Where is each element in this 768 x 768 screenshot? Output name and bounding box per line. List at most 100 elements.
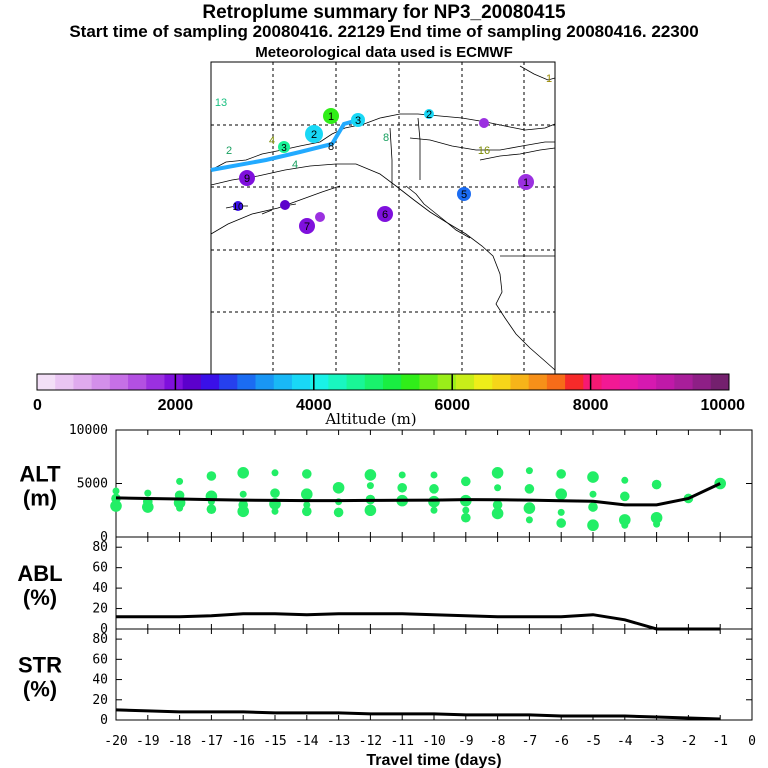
alt-point: [239, 490, 247, 498]
x-tick-label: -10: [422, 734, 445, 749]
cluster-label: 2: [311, 129, 317, 141]
x-tick-label: -11: [390, 734, 413, 749]
alt-point: [112, 487, 120, 495]
panel-label: STR: [18, 653, 62, 678]
cluster-marker: [518, 174, 534, 190]
y-tick-label: 0: [100, 530, 108, 545]
alt-point: [523, 502, 536, 514]
panel-frame: [115, 628, 753, 721]
panel-unit: (%): [23, 585, 57, 610]
panel-unit: (m): [23, 486, 57, 511]
cluster-marker: [479, 118, 489, 128]
cluster-label: 5: [461, 189, 467, 201]
cluster-label: 2: [226, 145, 232, 157]
cluster-marker: [239, 170, 255, 186]
cluster-label: 13: [215, 97, 227, 109]
trajectory-path: [210, 118, 359, 172]
alt-point: [555, 488, 567, 501]
cluster-label: 4: [292, 159, 298, 171]
alt-point: [333, 507, 344, 518]
alt-point: [397, 482, 408, 493]
panel-label: ABL: [17, 561, 62, 586]
x-tick-label: -5: [585, 734, 601, 749]
cluster-label: 9: [244, 173, 250, 185]
x-tick-label: -9: [458, 734, 474, 749]
x-tick-label: -3: [649, 734, 665, 749]
alt-point: [620, 491, 630, 502]
x-axis-label: Travel time (days): [366, 752, 501, 768]
alt-point: [429, 484, 439, 494]
cluster-label: 8: [383, 132, 389, 144]
x-tick-label: -16: [231, 734, 254, 749]
alt-point: [491, 507, 504, 520]
cluster-marker: [315, 212, 325, 222]
alt-point: [430, 506, 438, 514]
alt-point: [461, 512, 471, 523]
alt-point: [271, 507, 279, 515]
cluster-marker: [424, 109, 434, 119]
cluster-label: 1: [328, 111, 334, 123]
panel-unit: (%): [23, 677, 57, 702]
x-tick-label: -13: [327, 734, 350, 749]
str-line: [115, 708, 721, 721]
cluster-label: 2: [426, 109, 432, 121]
sampling-times: Start time of sampling 20080416. 22129 E…: [69, 22, 699, 41]
cluster-label: 6: [382, 209, 388, 221]
alt-point: [271, 469, 279, 477]
alt-point: [556, 518, 566, 528]
cluster-marker: [351, 113, 365, 127]
x-tick-label: -14: [295, 734, 319, 749]
alt-point: [653, 520, 661, 528]
alt-point: [303, 501, 311, 509]
alt-point: [270, 488, 280, 498]
x-tick-label: -7: [522, 734, 538, 749]
alt-point: [364, 504, 377, 517]
x-tick-label: -19: [136, 734, 159, 749]
y-tick-label: 10000: [69, 423, 108, 438]
cluster-label: 10: [232, 202, 244, 213]
y-tick-label: 5000: [77, 477, 108, 492]
alt-median-line: [115, 482, 721, 507]
cluster-label: 1: [523, 177, 529, 189]
cluster-marker: [233, 201, 243, 211]
alt-point: [176, 504, 184, 512]
coastlines: [210, 65, 556, 371]
x-tick-label: -2: [681, 734, 697, 749]
page-title: Retroplume summary for NP3_20080415: [202, 2, 566, 23]
cluster-label: 1: [546, 73, 552, 85]
alt-point: [206, 471, 217, 481]
alt-point: [556, 469, 566, 479]
cluster-label: 4: [269, 135, 275, 147]
y-tick-label: 60: [92, 561, 108, 576]
cluster-label: 16: [478, 145, 490, 157]
y-tick-label: 80: [92, 632, 108, 647]
alt-point: [588, 502, 598, 512]
y-tick-label: 20: [92, 693, 108, 708]
alt-point: [587, 471, 599, 483]
x-tick-label: -17: [200, 734, 223, 749]
alt-point: [525, 516, 533, 524]
alt-point: [366, 482, 374, 490]
alt-point: [430, 471, 438, 479]
alt-point: [428, 495, 440, 508]
x-tick-label: -20: [104, 734, 127, 749]
x-tick-label: -1: [712, 734, 728, 749]
alt-point: [176, 477, 184, 485]
alt-point: [398, 471, 406, 479]
alt-point: [237, 505, 249, 518]
cluster-marker: [278, 141, 290, 153]
x-tick-label: -8: [490, 734, 506, 749]
y-tick-label: 40: [92, 581, 108, 596]
alt-point: [524, 484, 535, 494]
cluster-markers: 1 2 3 3 5 6 7 1 9 10 2 13 16 8: [215, 73, 552, 234]
alt-point: [650, 511, 663, 524]
alt-point: [557, 508, 565, 516]
abl-line: [116, 612, 721, 631]
alt-point: [651, 479, 662, 490]
x-tick-label: -18: [168, 734, 191, 749]
alt-point: [621, 521, 629, 529]
alt-point: [492, 500, 503, 510]
